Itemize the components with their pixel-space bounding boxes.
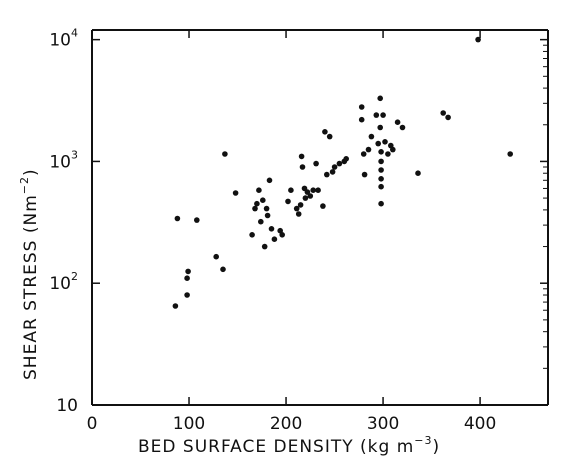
data-point [326,133,333,140]
data-point [254,200,260,207]
y-axis-title-end: ) [21,168,41,176]
data-point [307,193,314,199]
data-point [399,124,406,131]
data-point [324,171,330,178]
x-tick-label: 200 [270,414,302,434]
data-point [293,205,300,212]
data-point [315,187,321,193]
data-point [310,187,317,193]
data-point [394,119,401,125]
data-point [373,112,380,118]
x-tick-label: 400 [464,414,496,434]
x-tick-label: 0 [87,414,98,434]
data-point [297,202,304,208]
data-point [377,124,384,131]
data-point [378,200,384,207]
data-point [268,226,275,232]
data-point [299,164,306,170]
data-point [184,275,190,282]
data-point [360,151,367,157]
x-axis-title-sup: −3 [414,434,432,447]
y-axis-title: SHEAR STRESS (Nm−2) [18,168,41,380]
data-point [285,198,291,205]
data-point [358,116,365,123]
data-points [172,36,513,309]
data-point [194,217,200,223]
data-point [256,187,262,193]
data-point [377,95,384,102]
data-point [358,104,365,110]
data-point [302,195,309,201]
data-point [258,218,264,225]
data-point [378,167,384,173]
data-point [184,292,190,298]
data-point [380,112,386,118]
data-point [385,151,391,157]
data-point [172,303,179,309]
y-axis-title-text: SHEAR STRESS (Nm [21,194,41,380]
data-point [378,176,384,182]
data-point [415,170,421,176]
data-point [252,205,258,212]
data-point [279,232,286,238]
data-point [336,160,343,167]
data-point [440,110,447,116]
data-point [322,129,328,135]
x-axis-title: BED SURFACE DENSITY (kg m−3) [138,434,440,457]
y-tick-label: 103 [49,148,78,172]
data-point [304,189,311,195]
data-point [263,205,270,212]
data-point [220,266,226,273]
data-point [445,114,451,121]
y-tick-label: 102 [49,270,78,294]
data-point [329,169,336,175]
data-point [295,211,302,217]
data-point [378,158,384,165]
x-axis-title-end: ) [432,437,440,457]
y-tick-label: 104 [49,27,78,51]
data-point [320,203,326,209]
data-point [378,183,384,190]
data-point [343,156,350,162]
y-axis-title-sup: −2 [18,176,31,194]
data-point [213,253,219,260]
data-point [361,171,368,178]
data-point [232,190,239,196]
x-axis-ticks: 0 100 200 300 400 [87,30,496,434]
y-axis-ticks: 10 102 103 104 [49,27,548,416]
data-point [475,36,481,43]
data-point [378,149,384,155]
data-point [313,160,319,167]
data-point [390,146,396,153]
data-point [185,268,191,275]
data-point [331,164,338,170]
data-point [368,133,375,140]
data-point [222,151,228,157]
data-point [264,212,271,219]
data-point [288,187,294,193]
data-point [375,140,382,147]
y-tick-label: 10 [56,396,78,416]
data-point [266,177,273,184]
data-point [174,215,181,222]
data-point [382,139,388,145]
data-point [365,146,372,153]
x-axis-title-text: BED SURFACE DENSITY (kg m [138,437,414,457]
x-tick-label: 300 [367,414,399,434]
data-point [271,236,278,242]
data-point [249,232,255,238]
x-tick-label: 100 [173,414,205,434]
data-point [260,197,266,203]
data-point [298,153,305,160]
data-point [507,151,513,157]
data-point [261,243,268,250]
